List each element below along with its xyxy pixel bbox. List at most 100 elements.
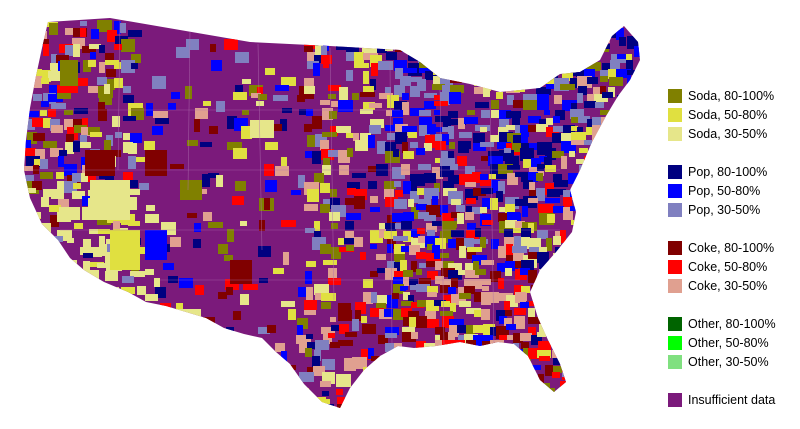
county-patch	[355, 310, 361, 321]
county-patch	[336, 389, 343, 395]
county-patch	[523, 100, 537, 110]
county-patch	[443, 295, 453, 303]
county-patch	[451, 366, 458, 375]
county-patch	[402, 327, 415, 336]
county-patch	[90, 350, 105, 357]
county-patch	[26, 156, 40, 167]
county-patch	[504, 229, 513, 237]
county-patch	[579, 190, 591, 198]
county-patch	[547, 279, 556, 292]
county-patch	[424, 173, 436, 183]
county-patch	[394, 343, 402, 348]
county-patch	[523, 94, 533, 105]
legend-item: Other, 50-80%	[668, 333, 796, 352]
county-patch	[176, 303, 183, 312]
county-patch	[203, 212, 212, 221]
county-patch	[634, 333, 640, 340]
county-patch	[67, 127, 78, 140]
county-patch	[635, 93, 640, 99]
county-patch	[387, 215, 396, 228]
county-patch	[66, 134, 74, 144]
county-patch	[451, 221, 457, 228]
county-patch	[72, 279, 82, 286]
county-patch	[459, 293, 471, 299]
county-patch	[195, 285, 204, 295]
legend-label: Insufficient data	[688, 392, 776, 407]
county-patch	[568, 350, 574, 355]
county-patch	[569, 263, 583, 273]
county-patch	[403, 277, 409, 286]
county-patch	[442, 127, 449, 132]
county-patch	[88, 309, 98, 321]
county-patch	[211, 366, 222, 372]
county-patch	[579, 165, 594, 175]
county-patch	[552, 133, 565, 143]
county-patch	[489, 23, 500, 35]
county-patch	[482, 220, 493, 225]
county-patch	[65, 28, 75, 35]
county-patch	[441, 151, 451, 163]
county-patch	[360, 22, 372, 33]
county-patch	[568, 47, 574, 59]
county-patch	[577, 220, 584, 233]
county-patch	[602, 63, 614, 74]
county-patch	[283, 252, 289, 265]
county-patch	[216, 101, 225, 112]
county-patch	[554, 180, 568, 187]
county-patch	[321, 149, 334, 160]
county-patch	[416, 20, 428, 30]
county-patch	[163, 263, 174, 270]
county-patch	[547, 204, 554, 217]
county-patch	[82, 207, 93, 220]
county-patch	[627, 229, 637, 235]
county-patch	[393, 236, 408, 241]
county-patch	[577, 309, 584, 315]
county-patch	[280, 119, 287, 131]
county-patch	[73, 183, 81, 189]
county-patch	[110, 230, 140, 270]
county-patch	[43, 396, 49, 402]
legend-item: Pop, 50-80%	[668, 181, 796, 200]
county-patch	[546, 84, 560, 89]
county-patch	[304, 124, 312, 132]
county-patch	[60, 60, 78, 86]
county-patch	[602, 391, 616, 400]
county-patch	[504, 359, 511, 367]
legend-group-pop: Pop, 80-100% Pop, 50-80% Pop, 30-50%	[668, 162, 796, 219]
county-patch	[139, 183, 149, 190]
county-patch	[547, 271, 556, 281]
county-patch	[400, 286, 406, 291]
county-patch	[115, 333, 128, 339]
county-patch	[610, 365, 625, 371]
county-patch	[512, 116, 520, 128]
county-patch	[571, 220, 585, 225]
county-patch	[624, 374, 635, 380]
county-patch	[571, 117, 581, 123]
county-patch	[73, 269, 82, 274]
county-patch	[384, 181, 396, 189]
county-patch	[427, 319, 439, 328]
county-patch	[33, 293, 39, 302]
county-patch	[610, 254, 623, 264]
county-patch	[401, 380, 409, 385]
county-patch	[336, 126, 351, 133]
county-patch	[394, 181, 401, 187]
county-patch	[595, 405, 602, 408]
county-patch	[433, 69, 447, 75]
county-patch	[322, 359, 335, 370]
county-patch	[242, 381, 251, 386]
county-patch	[571, 357, 583, 366]
county-patch	[328, 268, 337, 280]
county-patch	[545, 198, 560, 203]
county-patch	[457, 405, 468, 408]
county-patch	[530, 238, 541, 251]
county-patch	[393, 30, 399, 36]
county-patch	[538, 374, 544, 384]
county-patch	[307, 342, 319, 349]
county-patch	[624, 268, 630, 274]
county-patch	[562, 367, 570, 380]
county-patch	[545, 397, 558, 407]
county-patch	[456, 364, 471, 377]
county-patch	[162, 319, 169, 332]
county-patch	[193, 23, 199, 32]
